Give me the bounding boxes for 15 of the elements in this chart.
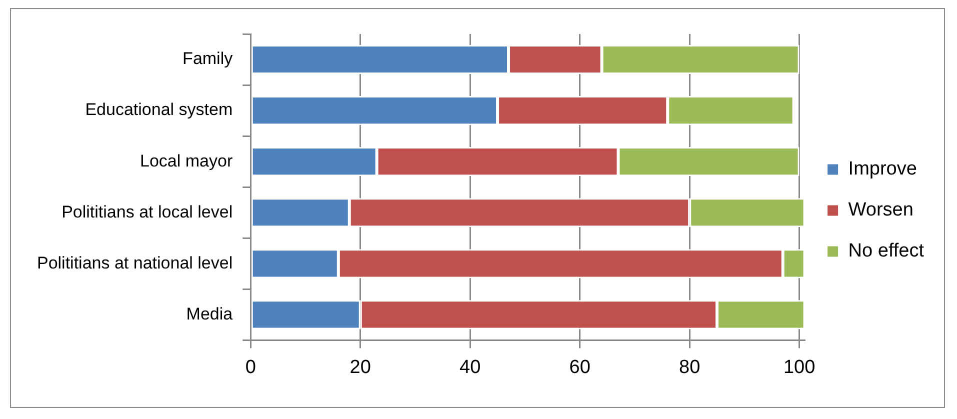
x-tick-label: 80 bbox=[679, 356, 700, 378]
y-tick-label: Media bbox=[186, 304, 234, 324]
legend-label: No effect bbox=[848, 240, 925, 262]
x-tick-label: 60 bbox=[569, 356, 590, 378]
x-tick-label: 20 bbox=[350, 356, 371, 378]
y-tick-label: Local mayor bbox=[140, 151, 233, 170]
legend-label: Improve bbox=[848, 158, 917, 180]
x-tick-label: 100 bbox=[783, 356, 816, 378]
y-tick-label: Polititians at national level bbox=[36, 253, 233, 272]
y-tick-label: Polititians at local level bbox=[62, 202, 233, 222]
x-tick-label: 40 bbox=[460, 356, 481, 378]
y-tick-label: Family bbox=[182, 49, 234, 68]
legend-label: Worsen bbox=[848, 200, 914, 221]
x-tick-label: 0 bbox=[245, 356, 256, 378]
y-tick-label: Educational system bbox=[85, 100, 233, 120]
